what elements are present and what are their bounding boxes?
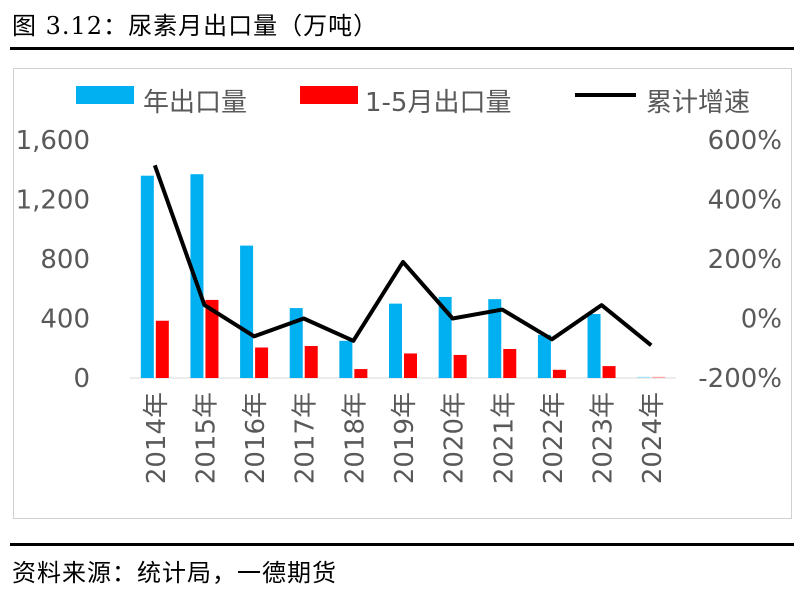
y-left-tick-label: 0	[73, 364, 90, 394]
top-rule	[10, 47, 794, 50]
bar-annual	[637, 376, 651, 378]
bar-jan-may	[304, 346, 318, 378]
bar-jan-may	[255, 347, 269, 378]
legend-swatch-jan-may	[300, 86, 358, 104]
bar-annual	[140, 175, 154, 378]
legend: 年出口量 1-5月出口量 累计增速	[76, 86, 750, 118]
x-tick-label: 2024年	[638, 392, 668, 484]
y-left-tick-label: 800	[40, 245, 90, 275]
bottom-rule	[10, 543, 794, 546]
y-right-tick-label: 600%	[708, 126, 782, 156]
bar-jan-may	[652, 376, 666, 378]
x-tick-label: 2020年	[440, 392, 470, 484]
bar-jan-may	[354, 369, 368, 378]
legend-label-annual: 年出口量	[143, 88, 247, 118]
bar-jan-may	[453, 354, 467, 378]
legend-label-jan-may: 1-5月出口量	[365, 88, 511, 118]
x-tick-label: 2021年	[489, 392, 519, 484]
legend-label-growth: 累计增速	[646, 88, 750, 118]
y-right-tick-label: 200%	[708, 245, 782, 275]
bar-annual	[389, 303, 402, 378]
x-tick-label: 2022年	[539, 392, 569, 484]
axes: 0 400 800 1,200 1,600 -200% 0% 200% 400% 600% 2014…	[16, 126, 782, 484]
x-tick-label: 2015年	[191, 392, 221, 484]
bar-annual	[438, 296, 452, 378]
bar-annual	[240, 245, 254, 378]
x-tick-label: 2016年	[241, 392, 271, 484]
bar-annual	[190, 174, 204, 378]
x-tick-label: 2017年	[291, 392, 321, 484]
x-tick-label: 2014年	[142, 392, 172, 484]
x-tick-label: 2018年	[340, 392, 370, 484]
bar-annual	[537, 334, 551, 378]
bar-annual	[339, 340, 353, 378]
figure-title: 图 3.12：尿素月出口量（万吨）	[12, 12, 379, 40]
bar-jan-may	[503, 348, 517, 378]
y-right-tick-label: -200%	[698, 364, 782, 394]
x-tick-label: 2019年	[390, 392, 420, 484]
bars	[140, 174, 666, 378]
y-right-tick-label: 0%	[741, 305, 782, 335]
legend-swatch-annual	[76, 86, 134, 104]
y-right-tick-label: 400%	[708, 186, 782, 216]
bar-annual	[289, 308, 303, 378]
x-tick-label: 2023年	[589, 392, 619, 484]
bar-jan-may	[552, 369, 566, 378]
chart-frame	[13, 68, 792, 519]
y-left-tick-label: 1,600	[16, 126, 90, 156]
bar-jan-may	[205, 299, 219, 378]
bar-annual	[488, 299, 502, 378]
bar-jan-may	[602, 366, 616, 378]
y-left-tick-label: 1,200	[16, 186, 90, 216]
growth-line-path	[152, 164, 653, 347]
source-note: 资料来源：统计局，一德期货	[12, 559, 337, 587]
growth-line	[152, 164, 653, 347]
y-left-tick-label: 400	[40, 305, 90, 335]
bar-jan-may	[155, 320, 169, 378]
bar-annual	[587, 314, 601, 378]
bar-jan-may	[404, 353, 417, 378]
